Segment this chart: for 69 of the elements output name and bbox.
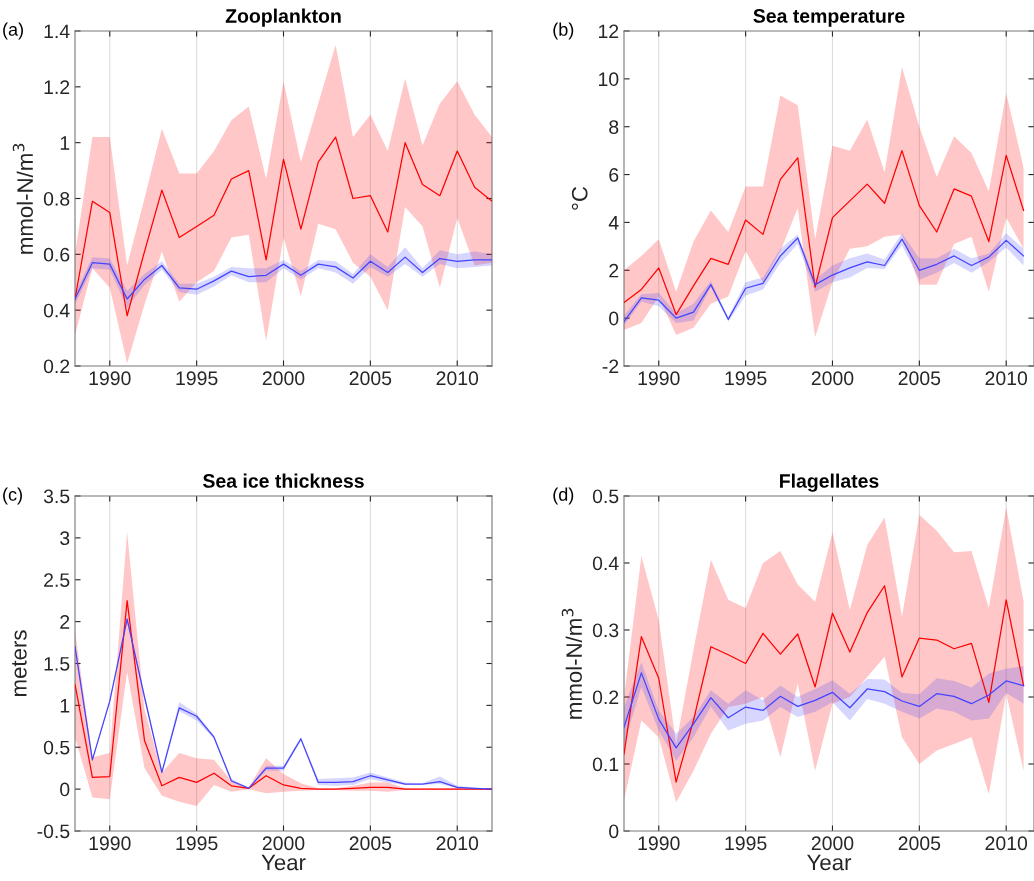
line-series: [75, 256, 492, 300]
line-series: [624, 150, 1025, 316]
x-tick-label: 2010: [985, 371, 1028, 386]
x-tick-label: 2000: [811, 836, 854, 851]
y-tick-label: 3: [60, 531, 70, 546]
y-tick-label: 0.1: [592, 757, 619, 772]
chart-title: Sea ice thickness: [203, 473, 364, 488]
y-tick-label: -0.5: [37, 824, 70, 839]
y-tick-label: 12: [599, 24, 619, 39]
chart-title: Zooplankton: [225, 8, 341, 27]
text: (c): [3, 487, 22, 505]
y-axis-title: meters: [12, 630, 27, 696]
line-series: [624, 585, 1025, 783]
x-tick-label: 2010: [436, 371, 479, 386]
y-tick-label: 0.6: [43, 247, 70, 262]
y-tick-label: 0.8: [43, 191, 70, 206]
y-tick-label: 0: [60, 782, 70, 797]
y-axis-title: °C: [571, 186, 588, 210]
y-axis-title: mmol-N/m$^{3}$: [12, 143, 33, 254]
y-tick-label: 8: [609, 120, 619, 134]
y-tick-label: 1.4: [44, 24, 70, 39]
x-tick-label: 2000: [262, 371, 305, 386]
y-tick-label: 1: [60, 136, 70, 150]
y-tick-label: 1.2: [44, 80, 70, 94]
text: (a): [3, 22, 23, 40]
x-tick-label: 2000: [811, 371, 854, 386]
x-tick-label: 2005: [898, 371, 941, 386]
y-tick-label: 2.5: [44, 573, 70, 587]
y-tick-label: -2: [602, 359, 619, 374]
y-tick-label: 6: [609, 168, 619, 182]
y-tick-label: 2: [609, 263, 619, 278]
y-tick-label: 1: [60, 699, 70, 713]
x-tick-label: 2000: [262, 836, 305, 851]
y-tick-label: 0.5: [592, 489, 619, 504]
y-tick-label: 1.5: [44, 657, 70, 671]
x-tick-label: 1990: [638, 836, 680, 851]
line-series: [624, 672, 1025, 749]
y-tick-label: 0.2: [43, 359, 70, 374]
x-tick-label: 1990: [638, 371, 680, 386]
x-tick-label: 2005: [349, 836, 392, 851]
x-axis-title: Year: [807, 854, 852, 871]
y-tick-label: 3.5: [43, 489, 70, 504]
x-tick-label: 1995: [725, 836, 767, 851]
y-tick-label: 0: [609, 824, 619, 839]
text: (b): [553, 22, 574, 40]
x-axis-title: Year: [261, 854, 306, 871]
chart-title: Flagellates: [780, 473, 879, 492]
y-tick-label: 0.3: [592, 623, 619, 638]
x-tick-label: 2010: [436, 836, 479, 851]
x-tick-label: 1995: [176, 371, 218, 386]
y-tick-label: 0.4: [43, 303, 70, 318]
x-tick-label: 1990: [89, 371, 131, 386]
y-tick-label: 0.4: [592, 556, 619, 571]
chart-title: Sea temperature: [753, 9, 905, 27]
y-tick-label: 0: [609, 311, 619, 326]
x-tick-label: 2005: [898, 836, 941, 851]
x-tick-label: 2005: [349, 371, 392, 386]
line-series: [75, 136, 492, 317]
text: (d): [553, 487, 574, 505]
y-axis-title: mmol-N/m$^{3}$: [561, 608, 582, 719]
x-tick-label: 1990: [89, 836, 131, 851]
x-tick-label: 1995: [725, 371, 767, 386]
x-tick-label: 1995: [176, 836, 218, 851]
y-tick-label: 2: [60, 615, 70, 629]
x-tick-label: 2010: [985, 836, 1028, 851]
y-tick-label: 0.2: [592, 690, 619, 705]
y-tick-label: 0.5: [43, 740, 70, 755]
y-tick-label: 10: [599, 72, 619, 87]
y-tick-label: 4: [608, 216, 619, 230]
